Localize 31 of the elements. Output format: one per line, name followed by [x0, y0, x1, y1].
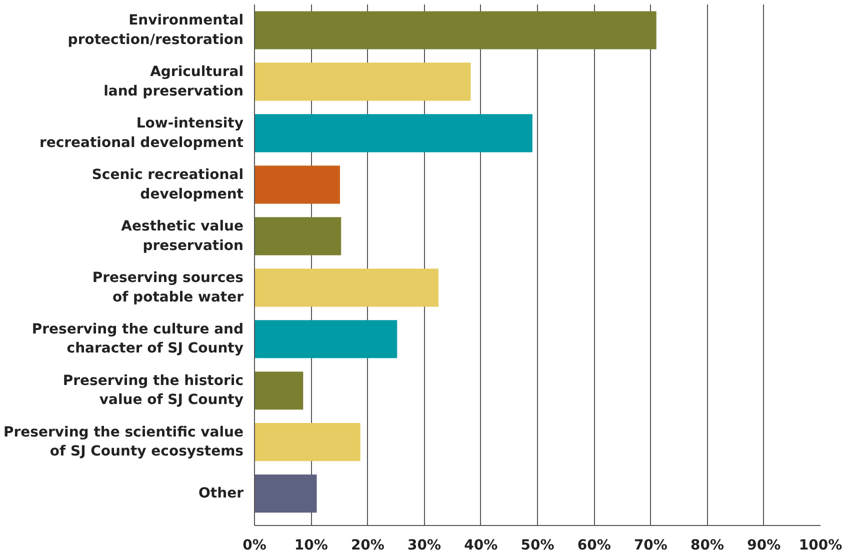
x-tick-label: 10%	[294, 538, 328, 554]
y-tick-label: Aesthetic value preservation	[121, 218, 244, 254]
x-tick-label: 90%	[747, 538, 781, 554]
x-tick-label: 30%	[408, 538, 442, 554]
y-tick-label: Other	[198, 486, 244, 502]
bar	[254, 166, 340, 204]
bar	[254, 114, 532, 152]
y-tick-label: Preserving sources of potable water	[92, 270, 244, 306]
y-tick-label: Agricultural land preservation	[104, 64, 244, 100]
y-tick-label: Preserving the historic value of SJ County	[62, 373, 244, 408]
bar	[254, 62, 471, 101]
bar	[254, 217, 342, 256]
x-tick-label: 50%	[520, 538, 554, 554]
y-tick-label: Low-intensity recreational development	[39, 116, 244, 151]
x-tick-label: 60%	[577, 538, 611, 554]
x-tick-label: 80%	[690, 538, 724, 554]
bar	[254, 320, 398, 358]
x-tick-label: 40%	[464, 538, 498, 554]
y-tick-label: Scenic recreational development	[92, 167, 244, 202]
bar	[254, 372, 304, 410]
x-tick-label: 100%	[798, 538, 842, 554]
bar	[254, 268, 438, 307]
bar	[254, 423, 360, 462]
bar	[254, 474, 317, 513]
y-tick-label: Environmental protection/restoration	[68, 12, 244, 48]
x-tick-label: 20%	[350, 538, 384, 554]
y-tick-label: Preserving the culture and character of SJ County	[32, 322, 244, 357]
bar	[254, 11, 656, 50]
x-tick-label: 70%	[634, 538, 668, 554]
x-tick-label: 0%	[242, 538, 266, 554]
y-tick-label: Preserving the scientific value of SJ County ecosystems	[4, 424, 244, 460]
